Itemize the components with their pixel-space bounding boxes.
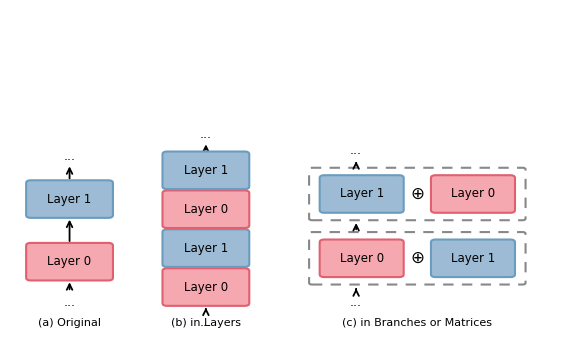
Text: Layer 1: Layer 1 (47, 193, 92, 206)
Text: $\oplus$: $\oplus$ (410, 249, 424, 267)
Text: (c) in Branches or Matrices: (c) in Branches or Matrices (342, 318, 492, 328)
Text: (a) Original: (a) Original (38, 318, 101, 328)
FancyBboxPatch shape (162, 229, 250, 267)
FancyBboxPatch shape (431, 239, 515, 277)
Text: Layer 1: Layer 1 (184, 241, 228, 255)
Text: Layer 0: Layer 0 (184, 281, 228, 293)
Text: ...: ... (64, 296, 75, 309)
FancyBboxPatch shape (320, 175, 404, 213)
Text: ...: ... (200, 128, 212, 141)
Text: ...: ... (200, 316, 212, 329)
Text: $\oplus$: $\oplus$ (410, 185, 424, 203)
FancyBboxPatch shape (162, 191, 250, 228)
FancyBboxPatch shape (162, 151, 250, 189)
Text: ...: ... (64, 150, 75, 163)
Text: Layer 0: Layer 0 (339, 252, 384, 265)
Text: Layer 1: Layer 1 (339, 187, 384, 201)
Text: (b) in Layers: (b) in Layers (171, 318, 241, 328)
FancyBboxPatch shape (431, 175, 515, 213)
FancyBboxPatch shape (26, 243, 113, 280)
Text: ...: ... (350, 296, 362, 309)
FancyBboxPatch shape (26, 180, 113, 218)
Text: Layer 0: Layer 0 (451, 187, 495, 201)
Text: Layer 0: Layer 0 (184, 203, 228, 216)
FancyBboxPatch shape (162, 268, 250, 306)
Text: Layer 0: Layer 0 (47, 255, 92, 268)
Text: ...: ... (350, 143, 362, 157)
FancyBboxPatch shape (320, 239, 404, 277)
Text: Layer 1: Layer 1 (184, 164, 228, 177)
Text: Layer 1: Layer 1 (451, 252, 495, 265)
